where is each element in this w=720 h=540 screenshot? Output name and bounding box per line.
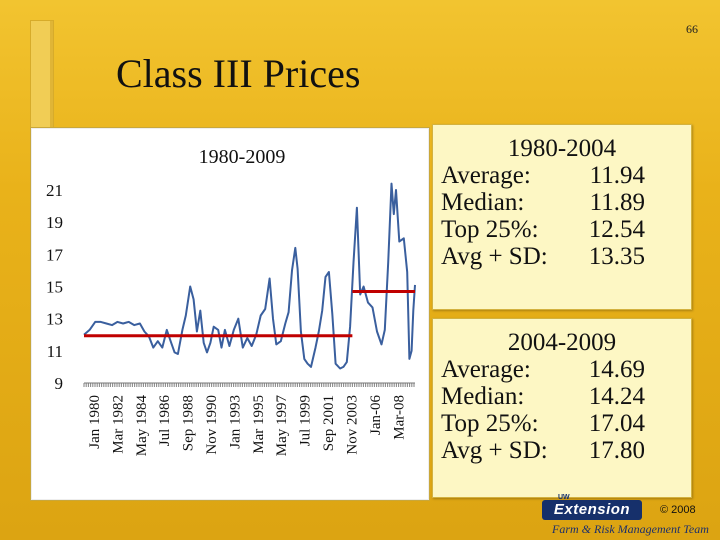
stats-value: 17.80 (588, 437, 645, 464)
x-tick-label: Jan 1993 (227, 395, 243, 449)
x-tick-label: May 1997 (274, 395, 290, 457)
y-tick-label: 13 (46, 310, 63, 329)
stats-value: 11.89 (589, 189, 645, 216)
price-series-line (83, 182, 416, 370)
y-tick-label: 19 (46, 213, 63, 232)
stats-box-title: 1980-2004 (507, 135, 617, 162)
x-tick-label: Jul 1986 (157, 395, 173, 447)
x-tick-label: May 1984 (134, 395, 150, 457)
stats-label: Top 25%: (441, 410, 539, 437)
y-tick-label: 21 (46, 181, 63, 200)
stats-value: 14.24 (588, 383, 645, 410)
decorative-bar (30, 20, 54, 140)
stats-row-avg-sd: Avg + SD: 17.80 (433, 437, 691, 464)
stats-row-top25: Top 25%: 12.54 (433, 216, 691, 243)
stats-label: Median: (441, 383, 525, 410)
extension-logo: Extension (542, 500, 642, 520)
stats-value: 11.94 (589, 162, 645, 189)
logo-uw-text: UW (558, 494, 570, 501)
stats-row-median: Median: 11.89 (433, 189, 691, 216)
x-tick-label: Mar-08 (391, 395, 407, 440)
stats-box-1980-2004: 1980-2004 Average: 11.94 Median: 11.89 T… (432, 124, 692, 310)
stats-label: Avg + SD: (441, 437, 548, 464)
x-tick-label: Jul 1999 (298, 395, 314, 446)
stats-value: 13.35 (588, 243, 645, 270)
stats-value: 12.54 (588, 216, 645, 243)
stats-label: Average: (441, 356, 531, 383)
stats-value: 17.04 (588, 410, 645, 437)
stats-row-median: Median: 14.24 (433, 383, 691, 410)
y-tick-label: 11 (47, 342, 63, 361)
x-tick-label: Sep 2001 (321, 395, 337, 451)
copyright-text: © 2008 (660, 504, 696, 516)
y-tick-label: 9 (55, 374, 64, 393)
slide-title: Class III Prices (116, 51, 361, 96)
stats-label: Top 25%: (441, 216, 539, 243)
x-tick-label: Jan-06 (368, 395, 384, 435)
stats-label: Avg + SD: (441, 243, 548, 270)
y-tick-label: 15 (46, 278, 63, 297)
price-chart: 1980-2009 21 19 17 15 13 11 9 Jan 1980 Mar 1982 Ma… (30, 127, 430, 501)
x-tick-label: Nov 2003 (345, 395, 361, 455)
stats-row-average: Average: 14.69 (433, 356, 691, 383)
chart-title: 1980-2009 (199, 146, 286, 168)
y-tick-label: 17 (46, 245, 64, 264)
x-tick-label: Nov 1990 (204, 395, 220, 455)
x-tick-label: Sep 1988 (181, 395, 197, 451)
stats-box-2004-2009: 2004-2009 Average: 14.69 Median: 14.24 T… (432, 318, 692, 498)
stats-row-top25: Top 25%: 17.04 (433, 410, 691, 437)
footer-team-text: Farm & Risk Management Team (552, 522, 709, 536)
stats-label: Median: (441, 189, 525, 216)
chart-svg: 1980-2009 21 19 17 15 13 11 9 Jan 1980 Mar 1982 Ma… (46, 146, 416, 457)
stats-row-avg-sd: Avg + SD: 13.35 (433, 243, 691, 270)
slide-number: 66 (686, 22, 698, 36)
stats-value: 14.69 (588, 356, 645, 383)
x-tick-label: Jan 1980 (87, 395, 103, 449)
stats-label: Average: (441, 162, 531, 189)
stats-row-average: Average: 11.94 (433, 162, 691, 189)
x-tick-label: Mar 1982 (110, 395, 126, 454)
stats-box-title: 2004-2009 (507, 329, 617, 356)
x-tick-label: Mar 1995 (251, 395, 267, 454)
